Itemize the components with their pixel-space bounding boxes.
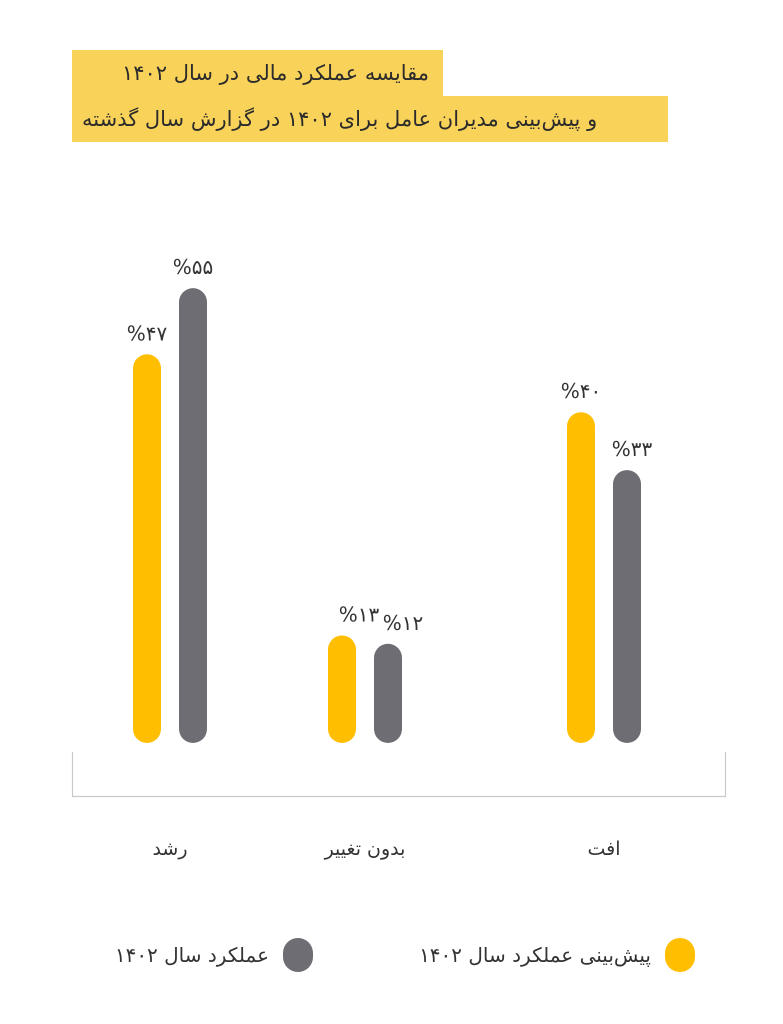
bar-forecast-0 <box>133 354 161 743</box>
chart-title-line-1-text: مقایسه عملکرد مالی در سال ۱۴۰۲ <box>121 61 429 85</box>
bar-value-label-forecast-2: %۴۰ <box>561 379 602 403</box>
legend-item-forecast: پیش‌بینی عملکرد سال ۱۴۰۲ <box>419 933 695 977</box>
x-axis-frame <box>71 752 727 798</box>
legend-swatch-actual <box>283 938 313 972</box>
bar-value-label-forecast-0: %۴۷ <box>127 321 168 345</box>
legend-swatch-forecast <box>665 938 695 972</box>
bar-actual-2 <box>613 470 641 743</box>
category-label-2: افت <box>587 838 620 860</box>
bar-actual-0 <box>179 288 207 743</box>
bar-actual-1 <box>374 643 402 743</box>
category-labels-group: رشد بدون تغییر افت <box>152 838 620 860</box>
category-label-0: رشد <box>152 838 187 860</box>
legend-label-forecast: پیش‌بینی عملکرد سال ۱۴۰۲ <box>419 943 651 967</box>
category-label-1: بدون تغییر <box>324 838 406 860</box>
bar-value-label-forecast-1: %۱۳ <box>339 602 380 626</box>
bar-forecast-1 <box>328 635 356 743</box>
bars-group <box>133 288 641 743</box>
bar-value-label-actual-2: %۳۳ <box>612 437 653 461</box>
bar-forecast-2 <box>567 412 595 743</box>
chart-title-line-2: و پیش‌بینی مدیران عامل برای ۱۴۰۲ در گزار… <box>72 96 668 142</box>
bar-labels-group: %۴۷ %۵۵ %۱۳ %۱۲ %۴۰ %۳۳ <box>127 255 653 635</box>
bar-value-label-actual-0: %۵۵ <box>173 255 214 279</box>
legend-item-actual: عملکرد سال ۱۴۰۲ <box>115 933 313 977</box>
bar-value-label-actual-1: %۱۲ <box>383 611 424 635</box>
legend-label-actual: عملکرد سال ۱۴۰۲ <box>114 943 269 967</box>
chart-title-line-1: مقایسه عملکرد مالی در سال ۱۴۰۲ <box>72 50 443 96</box>
chart-title-line-2-text: و پیش‌بینی مدیران عامل برای ۱۴۰۲ در گزار… <box>82 107 598 131</box>
